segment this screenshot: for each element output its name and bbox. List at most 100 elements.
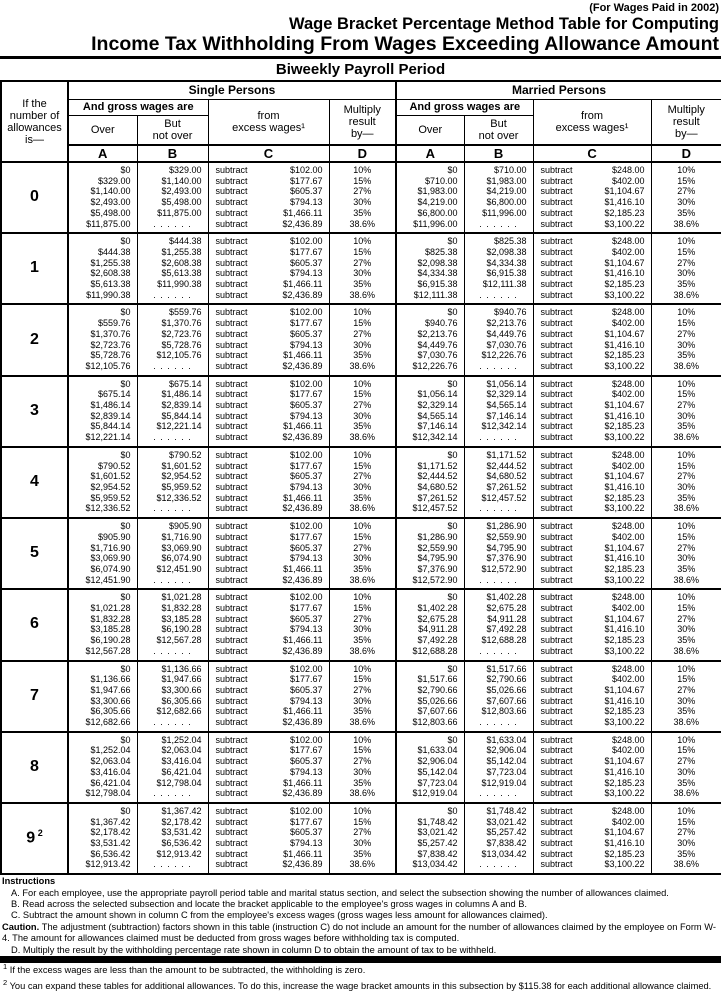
married-but-not-over-values: $1,748.42 $3,021.42 $5,257.42 $7,838.42 $13,…	[463, 801, 534, 875]
value-line: $1,136.66	[161, 663, 202, 674]
subtract-line: subtract $2,185.23	[540, 492, 645, 503]
value-line: $2,675.28	[417, 613, 458, 624]
subtract-line: subtract $2,436.89	[215, 360, 323, 371]
married-rate-values: 10% 15% 27% 30% 35% 38.6%	[650, 588, 721, 662]
value-line: $12,798.04	[85, 788, 131, 799]
subtract-line: subtract $794.13	[215, 339, 323, 350]
single-column-letter-b: B	[136, 144, 209, 163]
married-but-not-over-values: $940.76 $2,213.76 $4,449.76 $7,030.76 $12,22…	[463, 303, 534, 377]
married-over-values: $0 $1,171.52 $2,444.52 $4,680.52 $7,261.52 $1…	[395, 445, 465, 519]
married-column-letter-b: B	[463, 144, 534, 163]
value-line: $0	[447, 307, 458, 318]
single-rate-values: 10% 15% 27% 30% 35% 38.6%	[328, 232, 397, 305]
value-line: $12,226.76	[412, 360, 458, 371]
value-line: . . . . . .	[479, 289, 518, 300]
subtract-line: subtract $248.00	[540, 236, 645, 247]
value-line: $11,990.38	[86, 289, 131, 300]
instruction-paragraph: Caution. The adjustment (subtraction) fa…	[2, 921, 716, 944]
allowance-count: 5	[0, 517, 69, 590]
value-line: 15%	[353, 816, 372, 827]
subtract-line: subtract $1,466.11	[215, 279, 323, 290]
value-line: $2,213.76	[417, 328, 458, 339]
instruction-paragraph: A. For each employee, use the appropriat…	[11, 887, 669, 898]
value-line: 38.6%	[349, 503, 376, 514]
married-but-not-over-values: $1,171.52 $2,444.52 $4,680.52 $7,261.52 $12,…	[463, 445, 534, 519]
subtract-line: subtract $2,436.89	[215, 289, 323, 300]
instruction-lead: Caution.	[2, 921, 42, 932]
value-line: $790.52	[168, 449, 202, 460]
value-line: . . . . . .	[479, 788, 518, 799]
value-line: . . . . . .	[153, 503, 192, 514]
value-line: $4,334.38	[486, 257, 527, 268]
value-line: 35%	[677, 563, 696, 574]
subtract-line: subtract $177.67	[215, 175, 323, 186]
value-line: 35%	[353, 421, 372, 432]
value-line: $2,723.76	[90, 339, 131, 350]
value-line: . . . . . .	[153, 360, 192, 371]
value-line: $1,370.76	[90, 328, 131, 339]
subtract-line: subtract $605.37	[215, 400, 323, 411]
page-title-line2: Income Tax Withholding From Wages Exceed…	[91, 33, 719, 55]
married-over-values: $0 $1,056.14 $2,329.14 $4,565.14 $7,146.14 $1…	[395, 374, 465, 448]
value-line: . . . . . .	[479, 717, 518, 728]
value-line: $5,844.14	[90, 421, 131, 432]
value-line: $2,329.14	[417, 400, 458, 411]
value-line: 27%	[677, 186, 696, 197]
wage-bracket-table-body: 0 $0 $329.00 $1,140.00 $2,493.00 $5,498.00 $11…	[0, 160, 721, 875]
married-rate-values: 10% 15% 27% 30% 35% 38.6%	[650, 374, 721, 448]
single-over-values: $0 $1,136.66 $1,947.66 $3,300.66 $6,305.66 $1…	[67, 659, 138, 733]
value-line: $2,559.90	[486, 531, 527, 542]
subtract-line: subtract $605.37	[215, 328, 323, 339]
value-line: 15%	[677, 246, 696, 257]
value-line: $12,688.28	[481, 635, 527, 646]
value-line: . . . . . .	[153, 717, 192, 728]
value-line: 10%	[353, 734, 372, 745]
value-line: $4,795.90	[417, 553, 458, 564]
value-line: 38.6%	[673, 717, 700, 728]
value-line: $7,030.76	[486, 339, 527, 350]
value-line: 38.6%	[349, 717, 376, 728]
value-line: $7,723.04	[417, 777, 458, 788]
subtract-line: subtract $1,416.10	[540, 838, 645, 849]
footnote: 1 If the excess wages are less than the …	[3, 962, 366, 976]
value-line: $12,221.14	[156, 421, 202, 432]
value-line: 30%	[677, 695, 696, 706]
single-column-letter-a: A	[67, 144, 138, 163]
subtract-line: subtract $1,466.11	[215, 563, 323, 574]
single-over-values: $0 $559.76 $1,370.76 $2,723.76 $5,728.76 $12,…	[67, 303, 138, 377]
value-line: 15%	[353, 175, 372, 186]
subtract-line: subtract $3,100.22	[540, 432, 645, 443]
married-subtract-values: subtract $248.00 subtract $402.00 subtract $1…	[532, 730, 652, 804]
value-line: 35%	[677, 706, 696, 717]
subtract-line: subtract $1,104.67	[540, 471, 645, 482]
value-line: $825.38	[424, 246, 458, 257]
value-line: $5,498.00	[90, 207, 131, 218]
single-over-header: Over	[67, 114, 138, 146]
subtract-line: subtract $102.00	[215, 663, 323, 674]
allowance-row-3: 3 $0 $675.14 $1,486.14 $2,839.14 $5,844.14 $12…	[0, 374, 721, 448]
single-rate-values: 10% 15% 27% 30% 35% 38.6%	[328, 303, 397, 377]
column-letters-row: A B C D A B C D	[1, 144, 721, 163]
value-line: $1,402.28	[486, 592, 527, 603]
value-line: $4,449.76	[417, 339, 458, 350]
value-line: . . . . . .	[153, 574, 192, 585]
value-line: 15%	[353, 246, 372, 257]
value-line: $7,607.66	[486, 695, 527, 706]
value-line: 27%	[677, 827, 696, 838]
subtract-line: subtract $2,185.23	[540, 350, 645, 361]
value-line: 15%	[677, 745, 696, 756]
value-line: $2,954.52	[90, 481, 131, 492]
subtract-line: subtract $102.00	[215, 592, 323, 603]
value-line: $1,983.00	[417, 186, 458, 197]
value-line: 38.6%	[349, 218, 376, 229]
value-line: $6,305.66	[161, 695, 202, 706]
value-line: 30%	[353, 268, 372, 279]
value-line: $7,838.42	[486, 838, 527, 849]
value-line: 15%	[353, 745, 372, 756]
married-subtract-values: subtract $248.00 subtract $402.00 subtract $1…	[532, 801, 652, 875]
value-line: $12,572.90	[481, 563, 527, 574]
payroll-period-title: Biweekly Payroll Period	[275, 61, 446, 78]
subtract-line: subtract $1,416.10	[540, 553, 645, 564]
value-line: 27%	[353, 542, 372, 553]
subtract-line: subtract $1,466.11	[215, 492, 323, 503]
